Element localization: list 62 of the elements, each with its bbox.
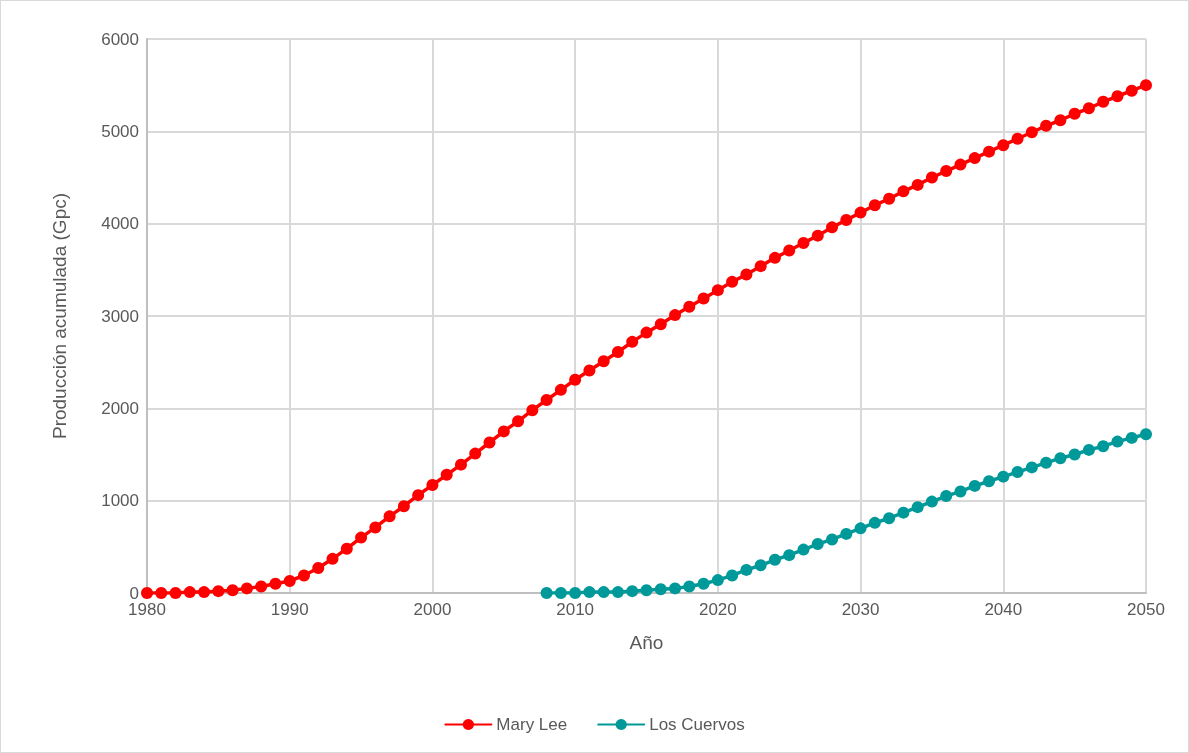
y-tick-label: 5000 <box>101 121 139 141</box>
point <box>654 583 667 596</box>
point <box>626 585 639 598</box>
x-axis-title: Año <box>629 632 664 653</box>
x-tick-label: 1980 <box>128 600 166 619</box>
y-tick-label: 0 <box>129 583 139 603</box>
point <box>997 470 1010 483</box>
point <box>1025 461 1038 474</box>
point <box>754 559 767 572</box>
point <box>968 479 981 492</box>
point <box>583 586 596 599</box>
point <box>1125 431 1138 444</box>
x-tick-label: 2000 <box>413 600 452 619</box>
point <box>1068 448 1081 461</box>
point <box>1111 435 1124 448</box>
point <box>1097 440 1110 453</box>
point <box>797 543 810 556</box>
point <box>1082 443 1095 456</box>
point <box>683 580 696 593</box>
point <box>925 495 938 508</box>
x-tick-label: 2010 <box>556 600 595 619</box>
x-tick-label: 2050 <box>1127 600 1165 619</box>
point <box>1011 466 1024 479</box>
point <box>868 516 881 529</box>
point <box>783 549 796 562</box>
x-tick-label: 2030 <box>841 600 880 619</box>
point <box>854 522 867 535</box>
point <box>826 533 839 546</box>
y-axis-title: Producción acumulada (Gpc) <box>49 192 70 440</box>
point <box>954 485 967 498</box>
y-tick-label: 2000 <box>101 398 139 418</box>
x-tick-label: 1990 <box>270 600 309 619</box>
legend-label: Los Cuervos <box>649 715 745 734</box>
x-tick-label: 2020 <box>698 600 737 619</box>
point <box>840 527 853 540</box>
point <box>554 587 567 599</box>
y-tick-label: 3000 <box>101 306 139 326</box>
point <box>597 586 610 599</box>
point <box>940 490 953 503</box>
point <box>983 475 996 488</box>
point <box>569 587 582 599</box>
y-tick-label: 4000 <box>101 214 139 234</box>
point <box>740 563 753 576</box>
point <box>897 506 910 519</box>
point <box>540 587 553 599</box>
legend-label: Mary Lee <box>496 715 568 734</box>
point <box>726 569 739 582</box>
point <box>611 586 624 599</box>
y-tick-label: 1000 <box>101 491 139 511</box>
point <box>669 582 682 595</box>
point <box>883 512 896 525</box>
point <box>697 577 710 590</box>
point <box>768 553 781 566</box>
point <box>1054 452 1067 465</box>
point <box>640 584 653 597</box>
point <box>911 501 924 514</box>
y-tick-label: 6000 <box>101 29 139 49</box>
point <box>1140 428 1152 441</box>
point <box>811 538 824 551</box>
x-tick-label: 2040 <box>984 600 1023 619</box>
point <box>1040 456 1053 469</box>
point <box>711 574 724 587</box>
